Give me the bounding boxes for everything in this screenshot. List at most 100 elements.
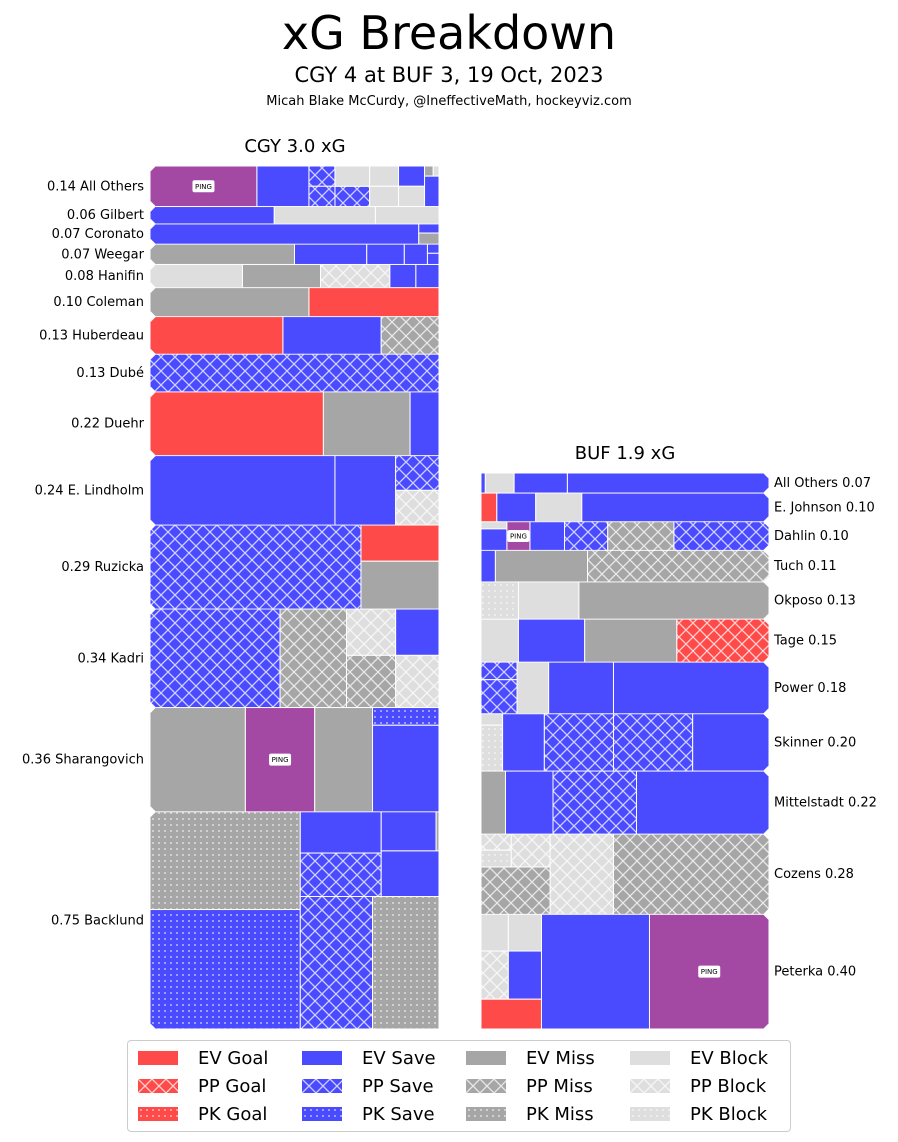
- player-row-tuch: Tuch 0.11: [481, 550, 837, 582]
- shot-ev-block: [484, 473, 515, 494]
- shot-ev-miss: [150, 287, 310, 317]
- shot-pp-block: [481, 834, 512, 851]
- shot-ev-block: [369, 166, 400, 187]
- shot-ev-block: [516, 662, 550, 714]
- player-label: 0.36 Sharangovich: [22, 753, 144, 768]
- shot-pp-save: [543, 713, 614, 772]
- player-row-coronato: 0.07 Coronato: [52, 223, 439, 245]
- shot-ev-save: [389, 264, 417, 288]
- legend-label: PK Block: [690, 1103, 768, 1125]
- player-row-tage: Tage 0.15: [481, 619, 837, 663]
- player-row-gilbert: 0.06 Gilbert: [67, 206, 439, 224]
- shot-ev-save: [566, 473, 769, 494]
- shot-pp-save: [150, 525, 362, 610]
- shot-ev-save: [366, 244, 405, 265]
- shot-pp-block: [395, 489, 439, 526]
- shot-ev-save: [418, 223, 439, 234]
- shot-ev-save: [426, 252, 439, 265]
- ping-label: PING: [195, 183, 212, 191]
- player-row-dub-: 0.13 Dubé: [76, 354, 439, 392]
- legend: EV Goal PP Goal PK Goal EV Save PP Save PK Sa…: [127, 1040, 791, 1132]
- shot-pp-block: [346, 609, 397, 656]
- shot-ev-save: [612, 662, 769, 714]
- ping-label: PING: [272, 756, 289, 764]
- shot-ev-save: [282, 316, 382, 355]
- legend-item-pp-goal: PP Goal: [138, 1074, 266, 1098]
- player-row-huberdeau: 0.13 Huberdeau: [39, 316, 439, 355]
- shot-pp-miss: [607, 521, 675, 551]
- player-label: 0.10 Coleman: [53, 295, 144, 310]
- shot-ev-goal: [150, 391, 324, 456]
- legend-swatch: [302, 1079, 342, 1093]
- legend-swatch: [302, 1051, 342, 1065]
- shot-ev-block: [273, 206, 376, 224]
- legend-label: PK Save: [362, 1103, 435, 1125]
- legend-label: EV Block: [690, 1047, 769, 1069]
- shot-pp-save: [299, 896, 374, 1029]
- shot-ev-save: [481, 550, 496, 582]
- legend-item-ev-miss: EV Miss: [466, 1046, 595, 1070]
- player-label: 0.06 Gilbert: [67, 208, 144, 223]
- player-row-dahlin: PING Dahlin 0.10: [481, 521, 849, 551]
- shot-pp-save: [481, 679, 518, 714]
- player-row-hanifin: 0.08 Hanifin: [65, 264, 439, 288]
- shot-ev-save: [692, 713, 769, 772]
- legend-item-pp-miss: PP Miss: [466, 1074, 593, 1098]
- chart-title: xG Breakdown: [281, 6, 617, 60]
- shot-ev-miss: [494, 550, 589, 582]
- player-label: 0.07 Weegar: [61, 247, 144, 262]
- player-row-weegar: 0.07 Weegar: [61, 244, 439, 265]
- player-label: All Others 0.07: [774, 476, 871, 491]
- shot-ev-miss: [322, 391, 411, 456]
- legend-label: PP Block: [690, 1075, 767, 1097]
- shot-pp-miss: [587, 550, 769, 582]
- player-label: Tage 0.15: [773, 634, 837, 649]
- legend-label: EV Miss: [526, 1047, 595, 1069]
- player-label: 0.29 Ruzicka: [61, 560, 144, 575]
- shot-ev-block: [369, 185, 400, 207]
- player-label: Mittelstadt 0.22: [774, 796, 877, 811]
- shot-pp-miss: [481, 866, 551, 915]
- shot-ev-save: [403, 244, 428, 265]
- shot-pp-save: [612, 713, 694, 772]
- shot-ev-miss: [578, 581, 769, 620]
- player-row-e-johnson: E. Johnson 0.10: [481, 493, 875, 522]
- player-row-mittelstadt: Mittelstadt 0.22: [481, 771, 877, 835]
- player-row-backlund: 0.75 Backlund: [51, 811, 439, 1029]
- player-row-ruzicka: 0.29 Ruzicka: [61, 525, 439, 610]
- shot-ev-save: [150, 206, 275, 224]
- shot-ev-block: [481, 619, 519, 663]
- shot-pp-save: [564, 521, 609, 551]
- shot-ev-save: [426, 244, 439, 254]
- shot-ev-goal: [481, 493, 498, 522]
- shot-ev-goal: [150, 316, 284, 355]
- legend-swatch: [466, 1051, 506, 1065]
- shot-pp-block: [510, 834, 551, 868]
- shot-ev-save: [409, 391, 439, 456]
- legend-label: PP Miss: [526, 1075, 593, 1097]
- shot-ev-save: [504, 771, 554, 835]
- legend-item-pp-save: PP Save: [302, 1074, 434, 1098]
- shot-ev-save: [372, 724, 439, 812]
- shot-ev-block: [481, 521, 508, 530]
- shot-ev-save: [481, 473, 486, 494]
- shot-ev-block: [481, 914, 509, 952]
- legend-item-ev-block: EV Block: [630, 1046, 768, 1070]
- shot-ev-goal: [360, 525, 439, 562]
- shot-pp-save: [308, 185, 336, 207]
- shot-ev-block: [481, 713, 504, 726]
- shot-pk-block: [481, 849, 512, 868]
- buf-panel-title: BUF 1.9 xG: [574, 443, 676, 464]
- shot-ev-goal: [481, 998, 542, 1029]
- shot-ev-save: [502, 713, 545, 772]
- player-label: E. Johnson 0.10: [774, 500, 875, 515]
- legend-swatch: [630, 1107, 670, 1121]
- shot-ev-goal: [308, 287, 439, 317]
- shot-pp-save: [308, 166, 336, 187]
- shot-ev-save: [517, 619, 586, 663]
- shot-ev-block: [535, 493, 583, 522]
- shot-pp-block: [320, 264, 391, 288]
- legend-swatch: [138, 1107, 178, 1121]
- shot-pp-miss: [346, 654, 397, 708]
- shot-pp-miss: [279, 609, 348, 708]
